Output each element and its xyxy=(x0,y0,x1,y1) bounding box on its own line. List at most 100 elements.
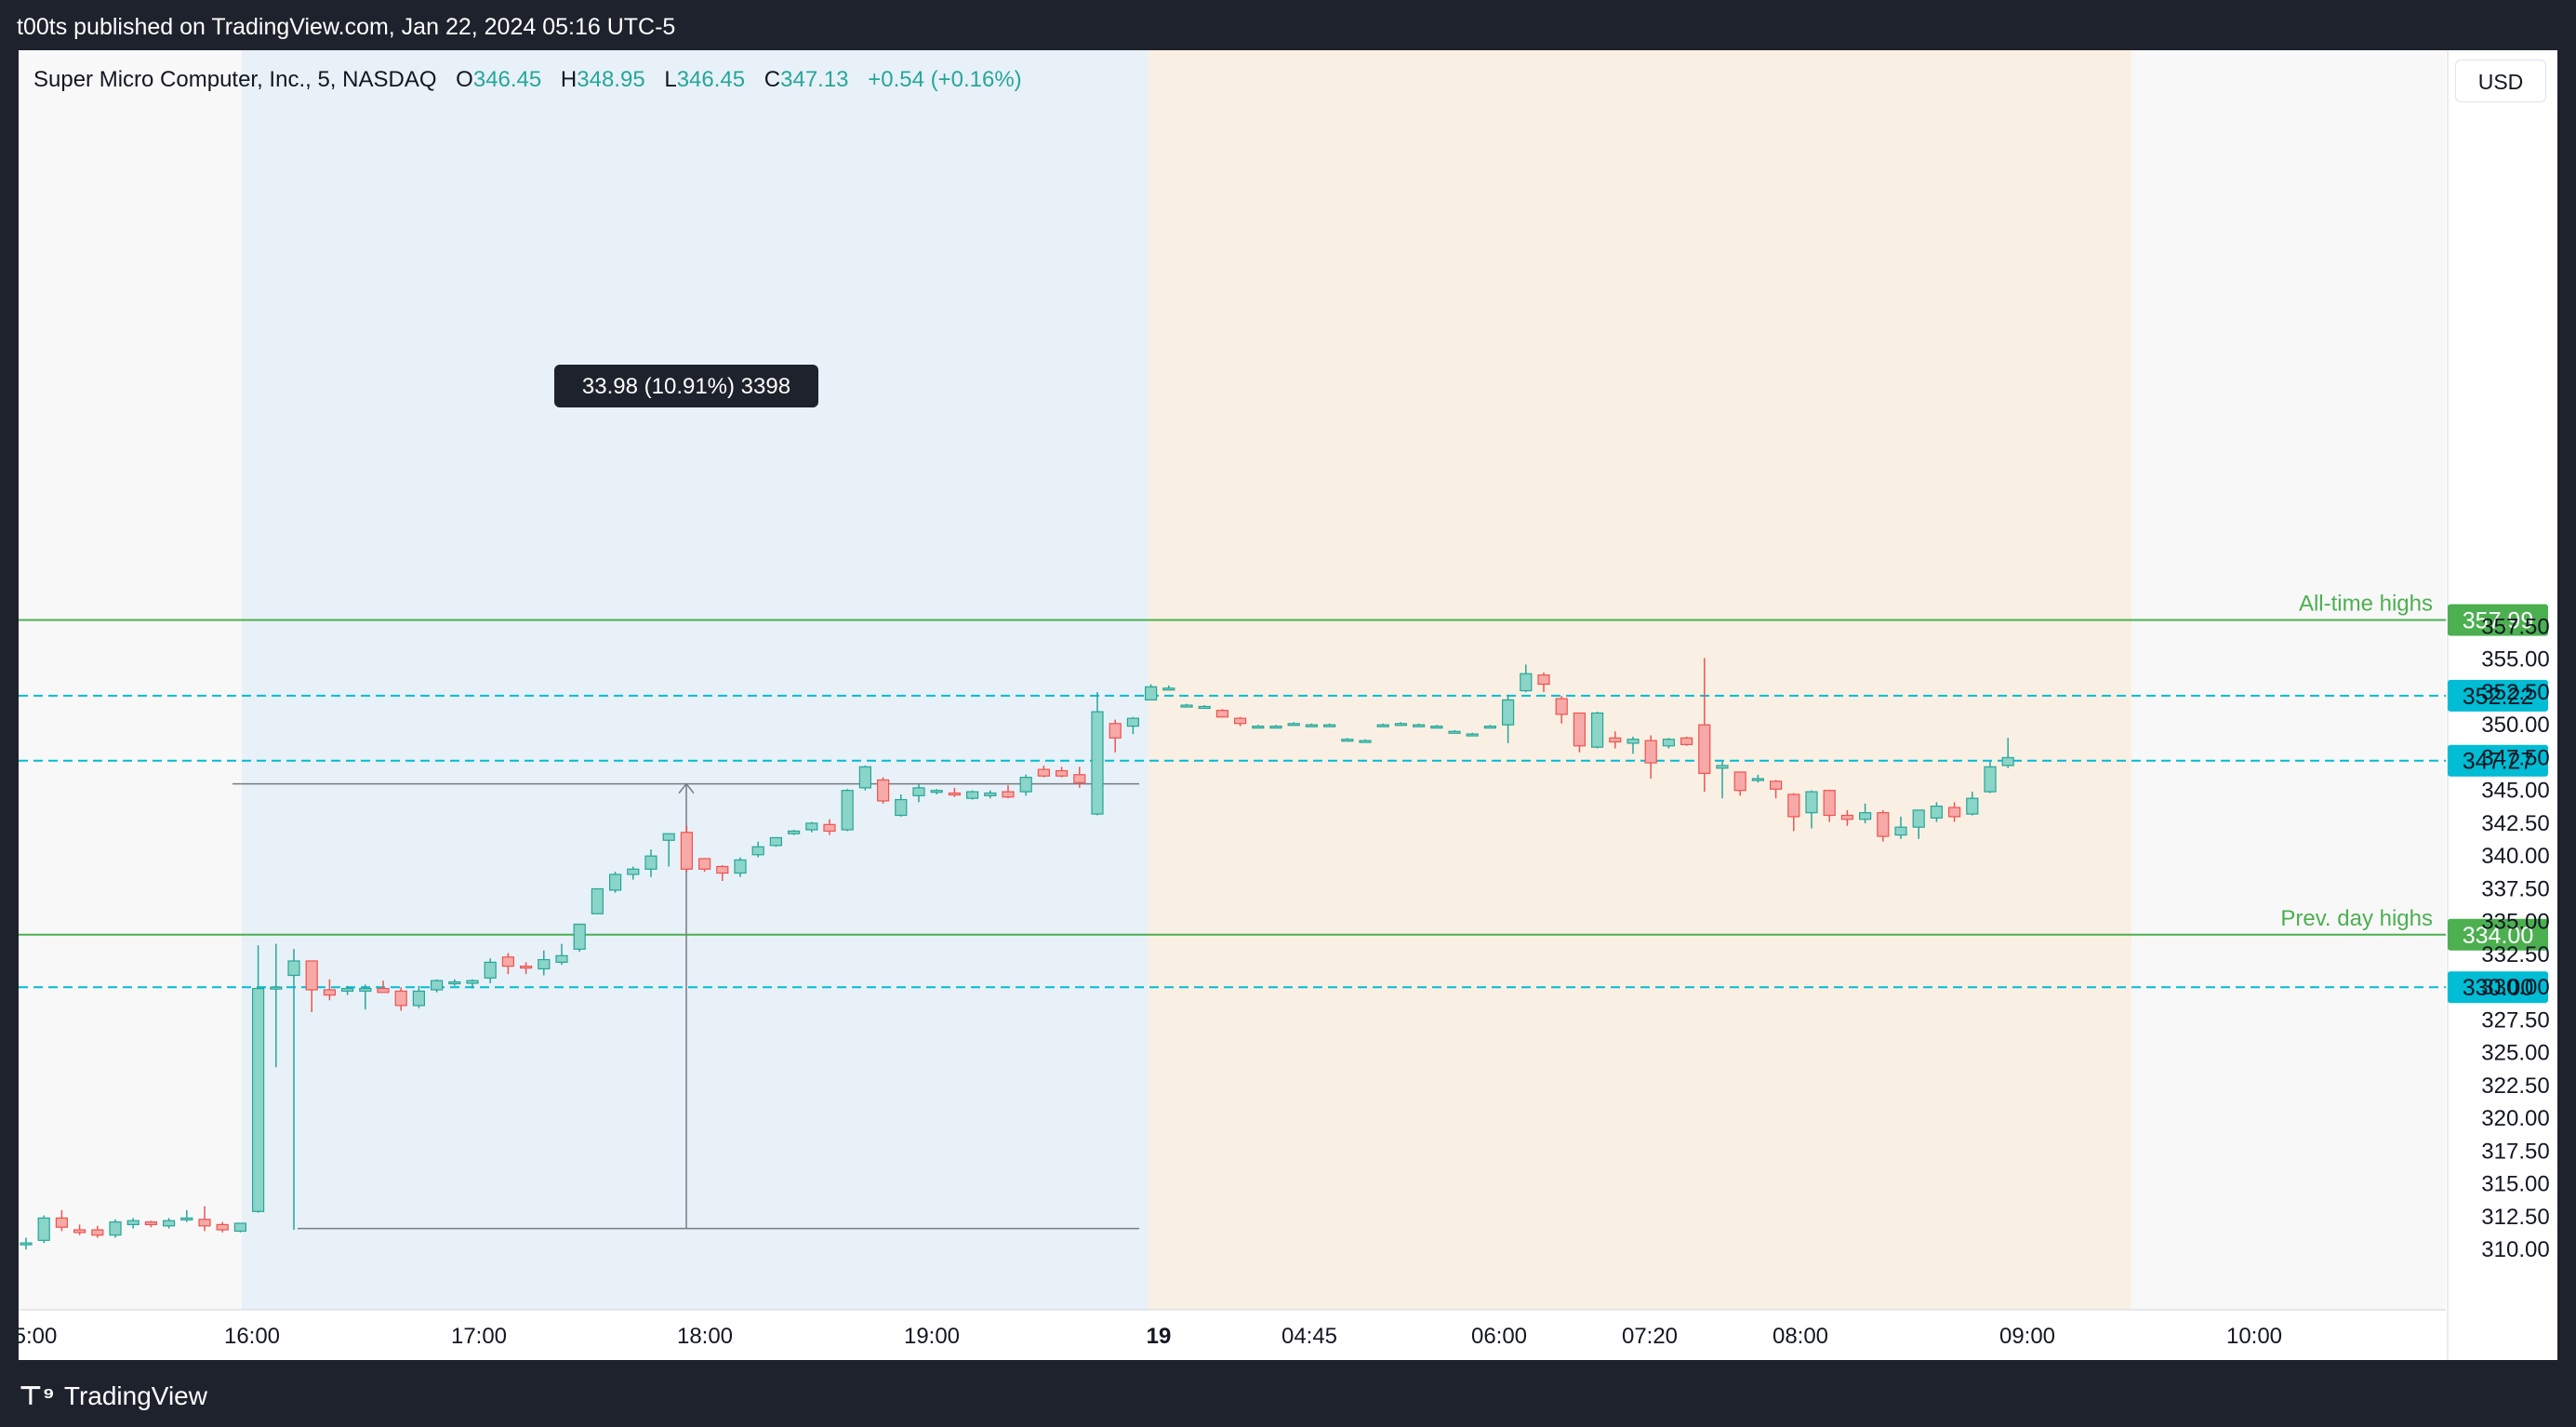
candle xyxy=(608,872,622,893)
candle xyxy=(1520,664,1533,692)
x-tick-label: 16:00 xyxy=(224,1324,280,1349)
candle xyxy=(591,887,604,914)
candle-body xyxy=(1716,765,1729,769)
candle xyxy=(697,858,711,873)
candle xyxy=(216,1221,229,1233)
candle-body xyxy=(1376,724,1389,727)
y-tick-label: 345.00 xyxy=(2481,779,2549,804)
candle-body xyxy=(198,1219,211,1227)
candle xyxy=(895,794,908,817)
candle xyxy=(538,950,551,976)
measure-label: 33.98 (10.91%) 3398 xyxy=(582,374,790,399)
candle xyxy=(555,943,568,966)
candle xyxy=(1984,761,1997,794)
candle xyxy=(573,923,586,953)
candle xyxy=(1751,774,1765,783)
price-chart[interactable]: All-time highs 357.99 352.22 347.27 Prev. da… xyxy=(19,50,2557,1360)
candle xyxy=(1252,725,1265,729)
candle xyxy=(1448,729,1461,734)
candle-body xyxy=(662,833,675,841)
symbol-title[interactable]: Super Micro Computer, Inc., 5, NASDAQ xyxy=(33,67,437,92)
candle xyxy=(930,789,943,794)
candle xyxy=(359,984,372,1010)
candle xyxy=(198,1206,211,1232)
candle-body xyxy=(216,1223,229,1231)
y-tick-label: 347.50 xyxy=(2481,745,2549,770)
candle-body xyxy=(1823,790,1836,817)
candle xyxy=(662,833,675,867)
high-label: H xyxy=(560,67,578,92)
candle xyxy=(1198,705,1211,710)
chart-area[interactable]: All-time highs 357.99 352.22 347.27 Prev. da… xyxy=(19,50,2557,1360)
candle xyxy=(1894,816,1907,839)
candle xyxy=(823,819,836,835)
candle-body xyxy=(573,923,586,950)
candle xyxy=(73,1224,86,1235)
price-level-badge xyxy=(2448,679,2548,712)
candle-body xyxy=(1466,733,1479,737)
candle-body xyxy=(1448,730,1461,734)
candle-body xyxy=(1769,780,1783,790)
candle-body xyxy=(1198,705,1211,710)
candle-body xyxy=(1109,723,1122,739)
candle-body xyxy=(1840,814,1854,820)
price-level-label: All-time highs xyxy=(2299,592,2433,617)
candle-body xyxy=(55,1217,69,1228)
change-value: +0.54 (+0.16%) xyxy=(868,67,1022,92)
candle-body xyxy=(1930,806,1943,819)
close-label: C xyxy=(764,67,781,92)
candle xyxy=(1680,736,1693,746)
x-tick-label: 5:00 xyxy=(19,1324,57,1349)
candle-body xyxy=(1501,699,1515,726)
candle-body xyxy=(126,1220,139,1226)
candle xyxy=(287,949,300,1231)
candle-body xyxy=(270,986,283,990)
candle xyxy=(1787,793,1800,832)
candle-body xyxy=(1305,724,1319,727)
candle xyxy=(377,980,390,994)
candle xyxy=(1430,725,1443,729)
candle xyxy=(1501,694,1515,743)
candle xyxy=(412,985,425,1008)
candle-body xyxy=(1573,712,1587,747)
open-label: O xyxy=(456,67,473,92)
candle xyxy=(1627,736,1640,754)
y-tick-label: 342.50 xyxy=(2481,811,2549,836)
candle xyxy=(1733,771,1746,796)
candle-body xyxy=(412,990,425,1007)
y-tick-label: 357.50 xyxy=(2481,614,2549,639)
candle xyxy=(1322,723,1336,727)
candle-body xyxy=(1412,724,1426,727)
candle xyxy=(1287,722,1300,727)
candle xyxy=(501,953,515,975)
candle-body xyxy=(876,779,890,802)
candle-body xyxy=(1912,809,1925,828)
candle xyxy=(644,849,657,877)
x-tick-label: 10:00 xyxy=(2226,1324,2282,1349)
candle xyxy=(1269,725,1282,729)
candle-body xyxy=(1091,711,1104,815)
currency-button[interactable]: USD xyxy=(2455,60,2546,102)
symbol-legend: Super Micro Computer, Inc., 5, NASDAQ O3… xyxy=(33,67,1022,93)
candle-body xyxy=(1520,673,1533,692)
y-tick-label: 330.00 xyxy=(2481,975,2549,1000)
footer-bar: ⊤⁹ TradingView xyxy=(0,1360,2576,1427)
candle-body xyxy=(252,988,265,1212)
candle xyxy=(180,1209,193,1222)
candle-body xyxy=(1055,769,1069,777)
x-tick-label: 17:00 xyxy=(451,1324,507,1349)
candle xyxy=(323,979,336,1001)
candle xyxy=(466,979,479,989)
candle-body xyxy=(895,798,908,817)
candle-body xyxy=(341,988,354,993)
candle xyxy=(1019,774,1032,796)
candle-body xyxy=(930,790,943,794)
tradingview-brand[interactable]: ⊤⁹ TradingView xyxy=(19,1380,207,1411)
candle xyxy=(519,962,533,975)
candle-body xyxy=(1590,712,1604,748)
candle xyxy=(948,787,962,797)
candle xyxy=(1073,767,1086,788)
candle-body xyxy=(1394,723,1408,727)
candle-body xyxy=(1252,726,1265,729)
candle xyxy=(769,836,783,847)
